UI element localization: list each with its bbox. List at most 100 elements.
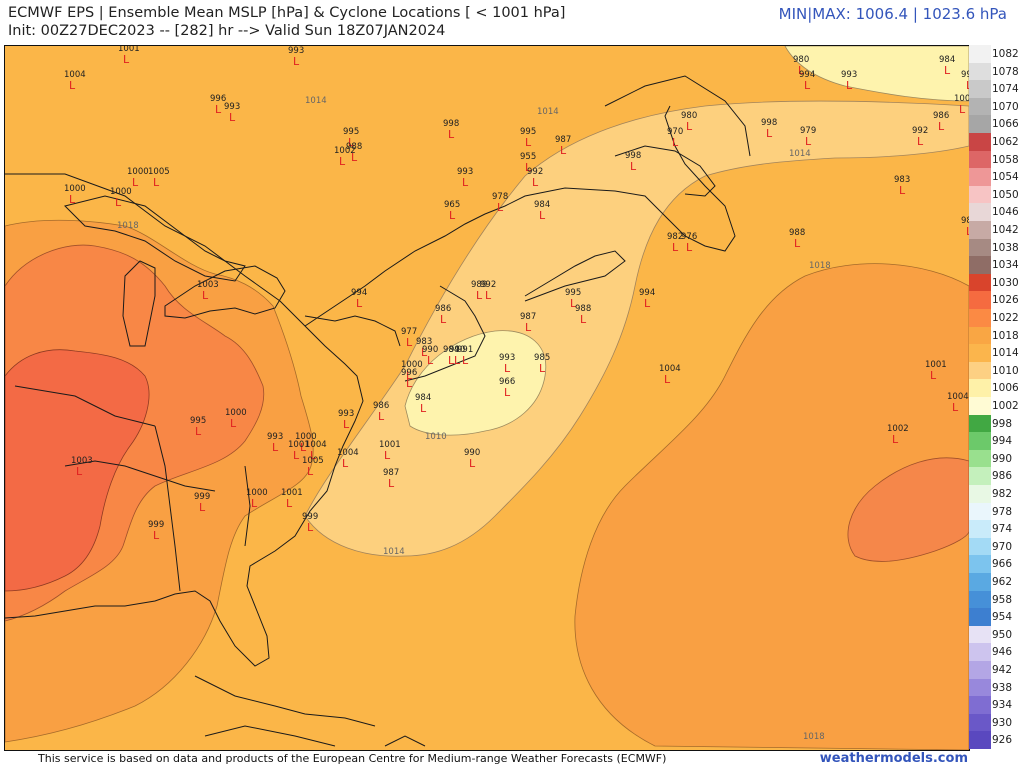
colorbar-swatch xyxy=(969,678,991,697)
colorbar-swatch xyxy=(969,643,991,662)
colorbar-swatch xyxy=(969,590,991,609)
colorbar-label: 1022 xyxy=(992,312,1019,324)
isobar-zone-1026-west xyxy=(5,349,150,592)
colorbar-swatch xyxy=(969,80,991,99)
cyclone-pressure-value: 999 xyxy=(148,520,164,530)
colorbar-label: 1070 xyxy=(992,100,1019,113)
colorbar-label: 1010 xyxy=(992,364,1019,377)
colorbar-label: 950 xyxy=(992,628,1013,641)
low-marker-icon: L xyxy=(539,209,546,222)
colorbar-swatch xyxy=(969,432,991,451)
colorbar-label: 1082 xyxy=(992,48,1019,60)
isobar-zone-1018-east xyxy=(574,263,969,750)
colorbar-label: 966 xyxy=(992,558,1013,571)
low-marker-icon: L xyxy=(532,176,539,189)
low-marker-icon: L xyxy=(686,120,693,133)
cyclone-pressure-value: 1000 xyxy=(225,408,247,418)
colorbar-label: 1074 xyxy=(992,83,1019,96)
isobar-label: 1010 xyxy=(425,432,447,442)
colorbar-label: 954 xyxy=(992,611,1013,624)
cyclone-pressure-value: 966 xyxy=(499,377,515,387)
colorbar-label: 1050 xyxy=(992,188,1019,201)
isobar-label: 1018 xyxy=(803,732,825,742)
colorbar-swatch xyxy=(969,573,991,592)
low-marker-icon: L xyxy=(504,362,511,375)
cyclone-pressure-value: 1004 xyxy=(947,392,969,402)
low-marker-icon: L xyxy=(846,79,853,92)
low-marker-icon: L xyxy=(804,79,811,92)
cyclone-pressure-value: 995 xyxy=(343,127,359,137)
low-marker-icon: L xyxy=(307,521,314,534)
low-marker-icon: L xyxy=(69,79,76,92)
low-marker-icon: L xyxy=(123,53,130,66)
low-marker-icon: L xyxy=(286,497,293,510)
cyclone-pressure-value: 992 xyxy=(912,126,928,136)
colorbar-label: 1042 xyxy=(992,224,1019,236)
cyclone-pressure-value: 988 xyxy=(346,142,362,152)
cyclone-pressure-value: 988 xyxy=(789,228,805,238)
ecmwf-credit: This service is based on data and produc… xyxy=(38,752,667,765)
low-marker-icon: L xyxy=(448,128,455,141)
map-title: ECMWF EPS | Ensemble Mean MSLP [hPa] & C… xyxy=(8,5,566,21)
low-marker-icon: L xyxy=(339,155,346,168)
site-link[interactable]: weathermodels.com xyxy=(819,751,968,766)
colorbar-label: 958 xyxy=(992,593,1013,606)
colorbar-swatch xyxy=(969,344,991,363)
low-marker-icon: L xyxy=(251,497,258,510)
cyclone-pressure-value: 984 xyxy=(415,393,431,403)
isobar-zone-1010 xyxy=(304,100,969,557)
colorbar-label: 982 xyxy=(992,488,1013,500)
low-marker-icon: L xyxy=(300,441,307,454)
colorbar-swatch xyxy=(969,661,991,680)
cyclone-pressure-value: 983 xyxy=(894,175,910,185)
cyclone-pressure-value: 992 xyxy=(527,167,543,177)
cyclone-pressure-value: 993 xyxy=(499,353,515,363)
colorbar-label: 938 xyxy=(992,681,1013,694)
map-canvas: 1014 1014 1014 1018 1018 1010 1014 1018 … xyxy=(5,46,969,750)
low-marker-icon: L xyxy=(570,297,577,310)
low-marker-icon: L xyxy=(966,79,969,92)
cyclone-pressure-value: 985 xyxy=(534,353,550,363)
colorbar-label: 934 xyxy=(992,699,1013,712)
cyclone-pressure-value: 1004 xyxy=(64,70,86,80)
low-marker-icon: L xyxy=(805,135,812,148)
cyclone-pressure-value: 987 xyxy=(520,312,536,322)
colorbar-swatch xyxy=(969,97,991,116)
low-marker-icon: L xyxy=(384,449,391,462)
low-marker-icon: L xyxy=(307,465,314,478)
low-marker-icon: L xyxy=(378,410,385,423)
cyclone-pressure-value: 1001 xyxy=(118,46,140,54)
colorbar-label: 1018 xyxy=(992,329,1019,342)
colorbar-swatch xyxy=(969,326,991,345)
cyclone-pressure-value: 986 xyxy=(435,304,451,314)
low-marker-icon: L xyxy=(766,127,773,140)
low-marker-icon: L xyxy=(448,354,455,367)
cyclone-pressure-value: 986 xyxy=(373,401,389,411)
cyclone-pressure-value: 996 xyxy=(210,94,226,104)
cyclone-pressure-value: 1005 xyxy=(148,167,170,177)
low-marker-icon: L xyxy=(454,354,461,367)
cyclone-pressure-value: 993 xyxy=(338,409,354,419)
low-marker-icon: L xyxy=(343,418,350,431)
cyclone-pressure-value: 1005 xyxy=(302,456,324,466)
pressure-map[interactable]: 1014 1014 1014 1018 1018 1010 1014 1018 … xyxy=(4,45,970,751)
isobar-zone-1022-east xyxy=(847,457,969,562)
colorbar-swatch xyxy=(969,379,991,398)
low-marker-icon: L xyxy=(462,354,469,367)
cyclone-pressure-value: 990 xyxy=(422,345,438,355)
cyclone-pressure-value: 991 xyxy=(457,345,473,355)
cyclone-pressure-value: 994 xyxy=(799,70,815,80)
cyclone-pressure-value: 980 xyxy=(793,55,809,65)
cyclone-pressure-value: 988 xyxy=(575,304,591,314)
low-marker-icon: L xyxy=(497,201,504,214)
low-marker-icon: L xyxy=(449,209,456,222)
colorbar-swatch xyxy=(969,168,991,187)
low-marker-icon: L xyxy=(539,362,546,375)
cyclone-pressure-value: 970 xyxy=(667,127,683,137)
low-marker-icon: L xyxy=(202,289,209,302)
cyclone-pressure-value: 999 xyxy=(302,512,318,522)
cyclone-pressure-value: 1000 xyxy=(64,184,86,194)
low-marker-icon: L xyxy=(476,289,483,302)
low-marker-icon: L xyxy=(427,354,434,367)
colorbar-label: 990 xyxy=(992,452,1013,465)
